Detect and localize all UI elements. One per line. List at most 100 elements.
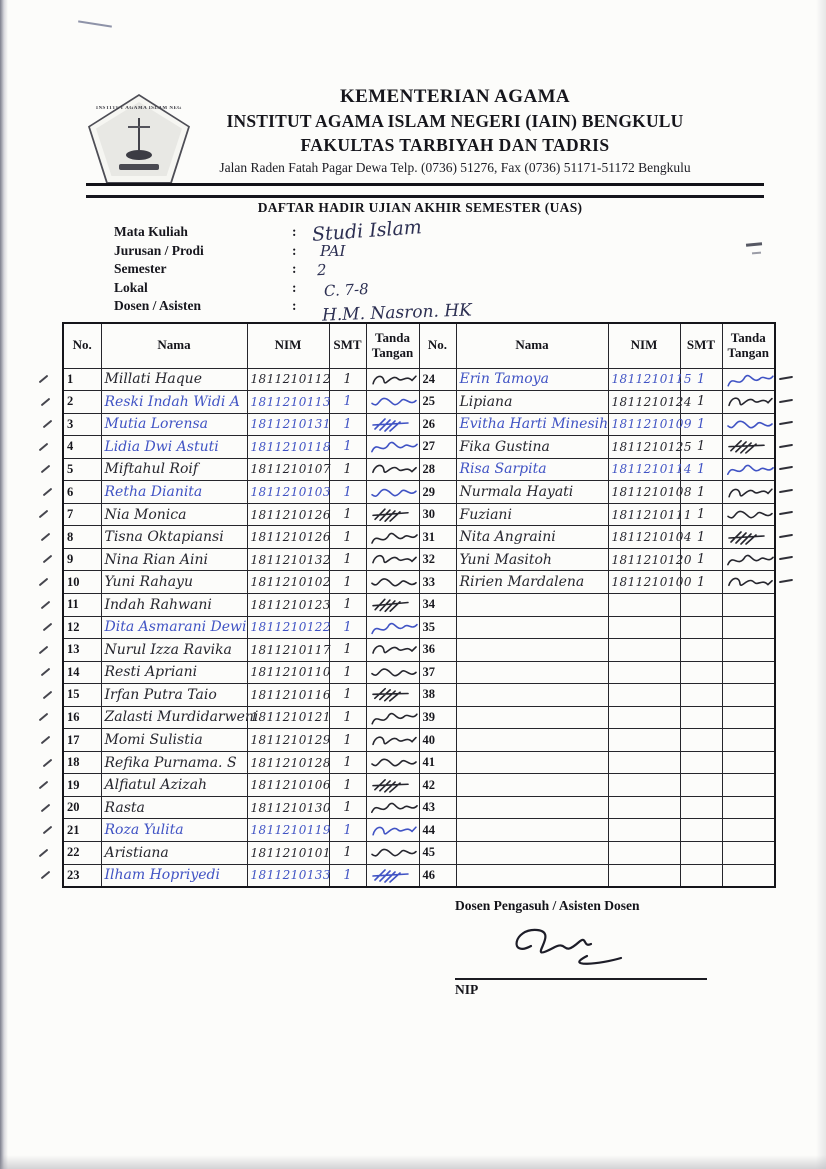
nim-cell: 1811210110 [246, 660, 330, 685]
smt-cell: 1 [328, 705, 367, 730]
check-tick-mark [38, 780, 49, 790]
signature-scribble [370, 668, 417, 677]
row-number-cell: 43 [418, 795, 457, 820]
row-number-cell: 6 [62, 480, 102, 504]
signature-scribble [371, 688, 409, 703]
col-header-smt: SMT [679, 322, 723, 369]
letterhead: KEMENTERIAN AGAMA INSTITUT AGAMA ISLAM N… [140, 86, 770, 176]
signature-cell [365, 547, 420, 572]
smt-cell: 1 [328, 840, 367, 865]
attendance-table: No. Nama NIM SMT Tanda Tangan No. Nama N… [62, 322, 776, 888]
signature-cell [721, 390, 776, 414]
smt-cell: 1 [328, 683, 367, 707]
row-number-cell: 18 [62, 750, 102, 775]
dash-mark [778, 511, 794, 516]
table-row: 18 Refika Purnama. S 1811210128 1 41 [62, 750, 776, 775]
row-number-cell: 11 [62, 592, 102, 617]
col-header-nama: Nama [100, 322, 248, 369]
signature-scribble [727, 530, 765, 545]
field-label: Semester [114, 261, 167, 277]
table-row: 13 Nurul Izza Ravika 1811210117 1 36 [62, 638, 776, 662]
signature-scribble [371, 735, 417, 745]
check-tick-mark [40, 803, 51, 812]
smt-cell: 1 [328, 435, 367, 459]
signature-cell [721, 728, 776, 752]
smt-cell [679, 615, 723, 640]
col-header-smt: SMT [328, 322, 367, 369]
nim-cell: 1811210107 [246, 457, 330, 482]
nim-cell: 1811210119 [246, 818, 330, 842]
signature-scribble [726, 374, 774, 387]
smt-cell [679, 683, 723, 707]
check-tick-mark [40, 464, 51, 474]
nim-cell: 1811210112 [246, 367, 330, 392]
check-tick-mark [38, 510, 49, 519]
table-row: 8 Tisna Oktapiansi 1811210126 1 31 Nita Angra… [62, 525, 776, 549]
signature-scribble [371, 645, 417, 655]
student-name-cell: Irfan Putra Taio [100, 683, 248, 707]
signature-cell [721, 592, 776, 617]
row-number-cell: 39 [418, 705, 457, 730]
student-name-cell [455, 750, 609, 775]
signature-scribble [726, 420, 773, 429]
row-number-cell: 5 [62, 457, 102, 482]
nim-cell [607, 750, 681, 775]
table-row: 11 Indah Rahwani 1811210123 1 34 [62, 592, 776, 617]
signature-cell [365, 615, 420, 640]
row-number-cell: 30 [418, 502, 457, 527]
dash-mark [778, 420, 794, 426]
dash-mark [778, 375, 794, 381]
signature-cell [365, 660, 420, 685]
nim-cell: 1811210115 [607, 367, 691, 392]
table-row: 12 Dita Asmarani Dewi 1811210122 1 35 [62, 615, 776, 640]
table-row: 10 Yuni Rahayu 1811210102 1 33 Ririen Mardale… [62, 570, 776, 594]
nim-cell [607, 705, 681, 730]
check-tick-mark [42, 825, 53, 835]
row-number-cell: 33 [418, 570, 457, 594]
nim-cell: 1811210104 [607, 525, 691, 549]
student-name-cell: Mutia Lorensa [100, 412, 248, 437]
row-number-cell: 7 [62, 502, 102, 527]
student-name-cell: Momi Sulistia [100, 728, 248, 752]
student-name-cell [455, 615, 609, 640]
row-number-cell: 1 [62, 367, 102, 392]
signature-scribble [371, 418, 409, 432]
logo-minaret-icon [138, 118, 140, 150]
row-number-cell: 13 [62, 638, 102, 662]
row-number-cell: 28 [418, 457, 457, 482]
form-row-semester: Semester : 2 [114, 260, 328, 280]
nim-cell [607, 683, 681, 707]
dash-mark [778, 466, 794, 471]
student-name-cell: Nurmala Hayati [455, 480, 609, 504]
signature-scribble [727, 577, 773, 586]
signature-block: Dosen Pengasuh / Asisten Dosen NIP [455, 898, 725, 997]
signature-cell [721, 570, 776, 594]
signature-cell [365, 480, 420, 504]
nim-cell: 1811210118 [246, 435, 330, 459]
student-name-cell: Ririen Mardalena [455, 570, 609, 594]
table-row: 6 Retha Dianita 1811210103 1 29 Nurmala Hayat… [62, 480, 776, 504]
field-label: Mata Kuliah [114, 224, 188, 239]
check-tick-mark [38, 442, 49, 451]
signature-scribble [371, 868, 409, 883]
check-tick-mark [42, 690, 53, 700]
student-name-cell: Nina Rian Aini [100, 547, 248, 572]
row-number-cell: 21 [62, 818, 102, 842]
nim-cell [607, 638, 681, 662]
check-tick-mark [38, 848, 49, 858]
student-name-cell: Risa Sarpita [455, 457, 609, 482]
scan-edge-artifact [0, 1155, 826, 1169]
signature-cell [721, 457, 776, 482]
table-row: 7 Nia Monica 1811210126 1 30 Fuziani 181121011… [62, 502, 776, 527]
signature-scribble [727, 440, 765, 455]
check-tick-mark [42, 555, 53, 564]
scan-edge-artifact [816, 0, 826, 1169]
address-line: Jalan Raden Fatah Pagar Dewa Telp. (0736… [219, 160, 691, 175]
row-number-cell: 3 [62, 412, 102, 437]
nim-cell [607, 773, 681, 797]
student-name-cell: Refika Purnama. S [100, 750, 248, 775]
nim-cell: 1811210128 [246, 750, 330, 775]
signature-cell [365, 863, 420, 888]
check-tick-mark [42, 622, 53, 632]
